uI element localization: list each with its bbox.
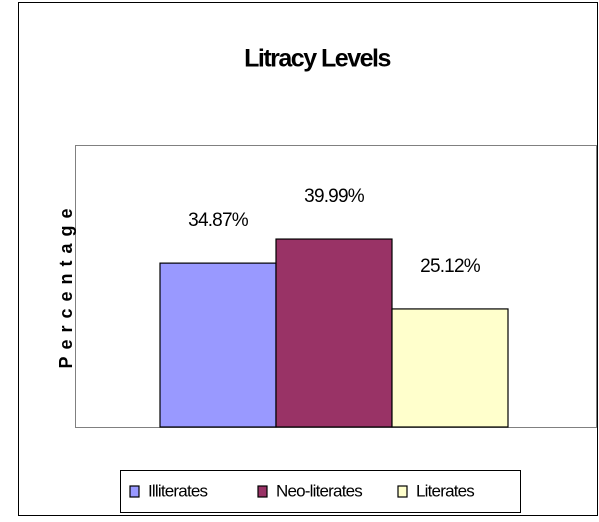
chart-title: Litracy Levels	[244, 45, 390, 73]
legend-label: Neo-literates	[276, 481, 362, 500]
bar	[275, 238, 393, 428]
legend-swatch	[257, 485, 268, 498]
legend-swatch	[397, 485, 408, 498]
bar	[391, 308, 509, 428]
data-label: 25.12%	[420, 256, 481, 277]
data-label: 39.99%	[304, 186, 365, 207]
bar	[159, 262, 277, 428]
y-axis-label: Percentage	[56, 201, 76, 368]
data-label: 34.87%	[188, 210, 249, 231]
legend-swatch	[129, 485, 140, 498]
legend	[120, 470, 521, 513]
legend-label: Literates	[416, 481, 474, 500]
legend-label: Illiterates	[148, 481, 208, 500]
